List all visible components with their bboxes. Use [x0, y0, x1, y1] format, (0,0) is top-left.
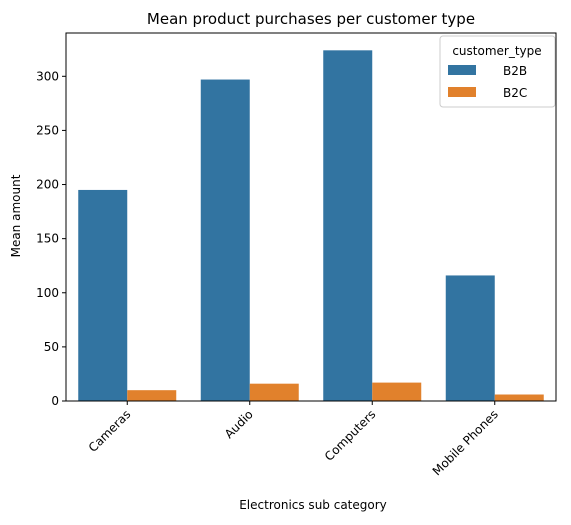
- bar-b2c-computers: [372, 382, 422, 401]
- legend-title: customer_type: [452, 44, 541, 58]
- bar-b2c-cameras: [127, 390, 177, 401]
- y-tick-label: 100: [36, 286, 59, 300]
- y-tick-label: 250: [36, 123, 59, 137]
- bar-b2b-cameras: [78, 189, 128, 401]
- y-tick-label: 0: [51, 394, 59, 408]
- x-tick-label: Cameras: [86, 407, 134, 455]
- plot-frame: [65, 32, 557, 402]
- plot-area: [65, 32, 557, 402]
- legend-label-b2b: B2B: [503, 64, 527, 78]
- legend-swatch-b2c: [448, 87, 476, 97]
- legend: customer_type B2B B2C: [439, 35, 556, 108]
- x-tick-label: Mobile Phones: [430, 407, 501, 478]
- bar-b2b-computers: [323, 50, 373, 401]
- bar-b2c-audio: [249, 383, 299, 401]
- bar-b2b-audio: [200, 79, 250, 401]
- y-axis: 0 50 100 150 200 250 300: [36, 69, 66, 408]
- x-tick-label: Audio: [222, 407, 256, 441]
- y-tick-label: 50: [44, 340, 59, 354]
- y-tick-label: 300: [36, 69, 59, 83]
- bar-b2c-mobile-phones: [494, 394, 544, 401]
- bar-b2b-mobile-phones: [445, 275, 495, 401]
- legend-swatch-b2b: [448, 65, 476, 75]
- y-tick-label: 150: [36, 232, 59, 246]
- x-tick-label: Computers: [322, 407, 379, 464]
- y-tick-label: 200: [36, 178, 59, 192]
- x-axis: Cameras Audio Computers Mobile Phones: [86, 401, 501, 478]
- legend-label-b2c: B2C: [503, 86, 527, 100]
- x-axis-label: Electronics sub category: [239, 498, 387, 512]
- chart-title: Mean product purchases per customer type: [147, 10, 475, 28]
- y-axis-label: Mean amount: [9, 174, 23, 257]
